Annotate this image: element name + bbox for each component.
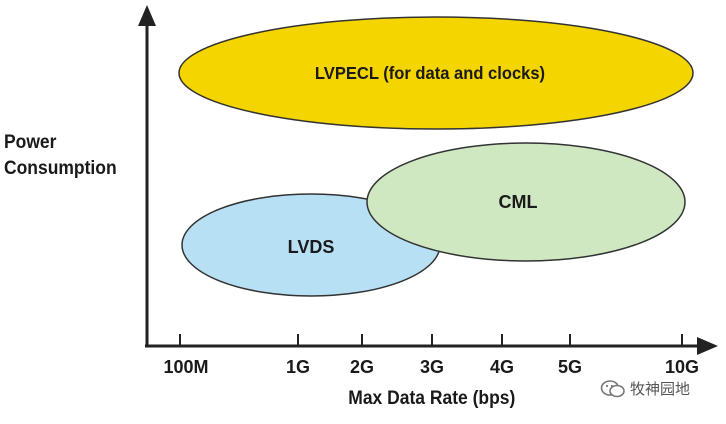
x-tick-label: 3G	[420, 357, 444, 377]
x-tick-label: 2G	[350, 357, 374, 377]
region-lvpecl: LVPECL (for data and clocks)	[178, 16, 694, 130]
x-axis-label-wrap: Max Data Rate (bps)	[0, 388, 726, 410]
region-lvds-label: LVDS	[288, 237, 335, 257]
region-cml: CML	[366, 142, 686, 262]
y-axis-label-line1: Power	[4, 132, 57, 153]
x-tick-label: 1G	[286, 357, 310, 377]
y-axis	[138, 5, 156, 346]
y-axis-label-line2: Consumption	[4, 158, 117, 179]
x-tick-label: 4G	[490, 357, 514, 377]
x-axis-label: Max Data Rate (bps)	[348, 388, 516, 409]
x-tick-label: 10G	[665, 357, 699, 377]
x-tick-label: 100M	[163, 357, 208, 377]
x-axis	[145, 337, 718, 355]
x-tick-label: 5G	[558, 357, 582, 377]
x-tick-labels: 100M 1G 2G 3G 4G 5G 10G	[163, 357, 699, 377]
x-tick-marks	[179, 334, 683, 346]
watermark-text: 牧神园地	[630, 380, 691, 398]
y-axis-arrow-icon	[138, 5, 156, 26]
watermark: 牧神园地	[600, 378, 690, 399]
region-cml-label: CML	[499, 192, 538, 212]
x-axis-arrow-icon	[697, 337, 718, 355]
wechat-icon	[600, 379, 625, 397]
y-axis-label: Power Consumption	[4, 130, 117, 182]
region-lvpecl-label: LVPECL (for data and clocks)	[315, 62, 545, 83]
